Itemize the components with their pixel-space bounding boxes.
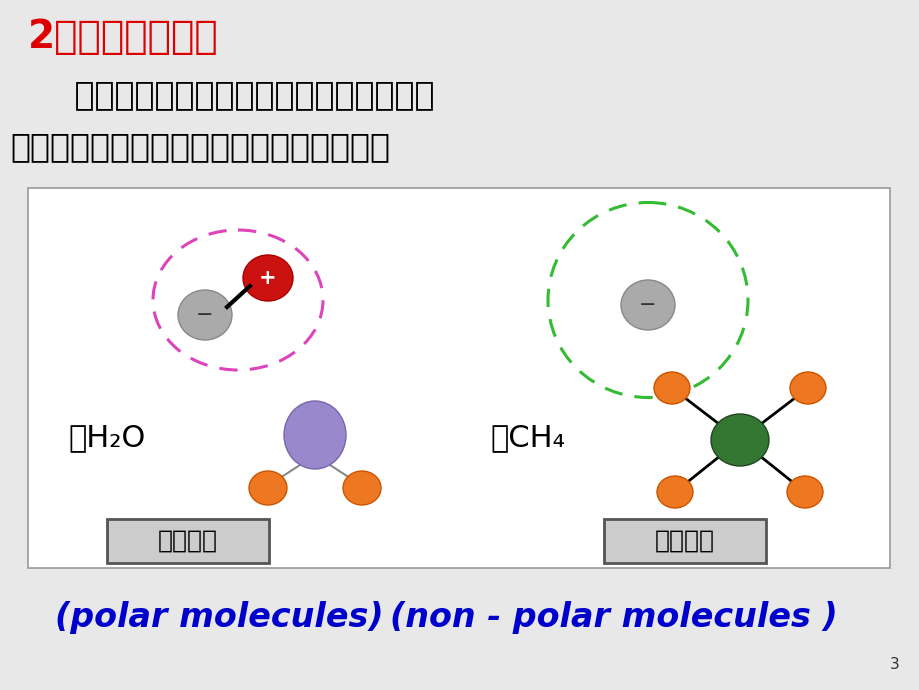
Text: 2、电介质的分类: 2、电介质的分类 [28,18,219,56]
Text: 3: 3 [890,657,899,672]
Text: (polar molecules): (polar molecules) [55,602,383,635]
Ellipse shape [653,372,689,404]
Ellipse shape [284,401,346,469]
Text: 如H₂O: 如H₂O [68,424,145,453]
FancyBboxPatch shape [107,519,268,563]
FancyBboxPatch shape [604,519,766,563]
Text: 荷中心位置的不同，可将电介质分成两类：: 荷中心位置的不同，可将电介质分成两类： [10,130,390,163]
Ellipse shape [243,255,292,301]
Ellipse shape [620,280,675,330]
Text: +: + [259,268,277,288]
Ellipse shape [786,476,823,508]
Text: (non - polar molecules ): (non - polar molecules ) [390,602,837,635]
Ellipse shape [710,414,768,466]
Text: 有极分子: 有极分子 [158,529,218,553]
Bar [28,188,889,568]
Ellipse shape [343,471,380,505]
Text: −: − [196,305,213,325]
Ellipse shape [177,290,232,340]
Text: 无外场作用条件下，根据分子中正、负电: 无外场作用条件下，根据分子中正、负电 [28,78,434,111]
Ellipse shape [789,372,825,404]
Text: 如CH₄: 如CH₄ [490,424,564,453]
Ellipse shape [656,476,692,508]
Ellipse shape [249,471,287,505]
Text: 无极分子: 无极分子 [654,529,714,553]
Text: −: − [639,295,656,315]
